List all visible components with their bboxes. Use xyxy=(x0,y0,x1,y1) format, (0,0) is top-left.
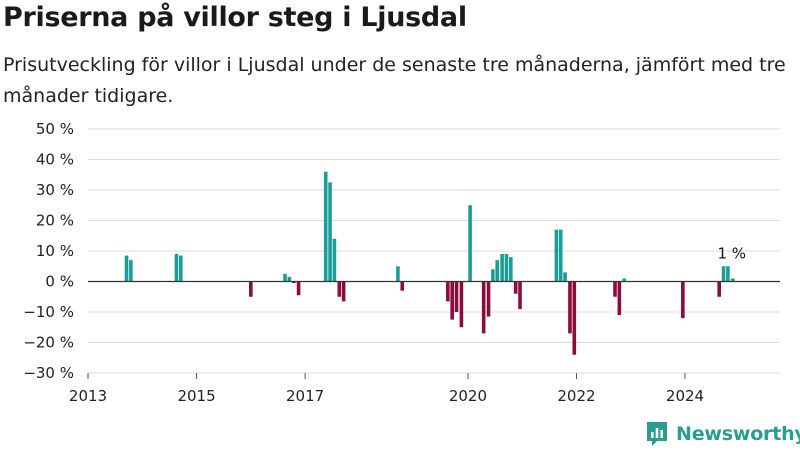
x-tick-label: 2013 xyxy=(69,387,107,405)
bar xyxy=(508,257,513,282)
bar xyxy=(730,278,735,282)
bar xyxy=(468,205,472,282)
bar xyxy=(454,281,459,312)
bar xyxy=(518,281,522,309)
data-label-latest: 1 % xyxy=(717,244,746,262)
x-tick-label: 2015 xyxy=(177,387,215,405)
bar xyxy=(287,276,292,282)
x-tick-label: 2024 xyxy=(666,387,704,405)
bar xyxy=(337,281,342,297)
bar xyxy=(572,281,577,355)
y-tick-label: 50 % xyxy=(36,120,74,138)
bar xyxy=(563,272,567,282)
bar xyxy=(332,238,337,282)
y-tick-label: −20 % xyxy=(23,334,74,352)
bar xyxy=(174,254,179,282)
bar xyxy=(486,281,491,317)
bar xyxy=(481,281,486,334)
bar xyxy=(459,281,464,328)
bar xyxy=(495,260,500,282)
bar xyxy=(129,260,133,282)
bar xyxy=(554,229,559,282)
bar xyxy=(296,281,301,296)
bar xyxy=(283,273,287,282)
brand-logo: Newsworthy xyxy=(645,420,800,448)
bar xyxy=(249,281,253,297)
bar xyxy=(504,254,509,282)
y-tick-label: 10 % xyxy=(36,242,74,260)
bar xyxy=(558,229,563,282)
y-tick-label: −10 % xyxy=(23,303,74,321)
bar xyxy=(323,171,328,282)
bar xyxy=(617,281,622,316)
bar xyxy=(622,278,627,282)
bar xyxy=(179,255,183,282)
brand-name: Newsworthy xyxy=(676,423,800,445)
bar xyxy=(400,281,405,291)
bar xyxy=(396,266,400,282)
chart-subtitle: Prisutveckling för villor i Ljusdal unde… xyxy=(3,54,786,107)
bar xyxy=(491,269,495,282)
bar xyxy=(291,281,296,284)
bar xyxy=(450,281,454,320)
bar xyxy=(328,182,332,282)
bar xyxy=(726,266,730,282)
bar xyxy=(513,281,518,294)
y-tick-label: 0 % xyxy=(45,273,74,291)
y-tick-label: 20 % xyxy=(36,212,74,230)
chart-title: Priserna på villor steg i Ljusdal xyxy=(3,2,467,33)
bar xyxy=(717,281,722,297)
bar xyxy=(500,254,504,282)
y-tick-label: −30 % xyxy=(23,364,74,382)
x-tick-label: 2017 xyxy=(286,387,324,405)
bar xyxy=(681,281,685,319)
x-tick-label: 2020 xyxy=(449,387,487,405)
bar xyxy=(613,281,617,297)
y-tick-label: 30 % xyxy=(36,181,74,199)
bar xyxy=(124,255,129,282)
bar xyxy=(721,266,726,282)
bar xyxy=(446,281,450,302)
y-tick-label: 40 % xyxy=(36,151,74,169)
x-tick-label: 2022 xyxy=(557,387,595,405)
bar xyxy=(568,281,572,334)
newsworthy-logo-icon xyxy=(647,422,667,446)
bar xyxy=(341,281,346,302)
